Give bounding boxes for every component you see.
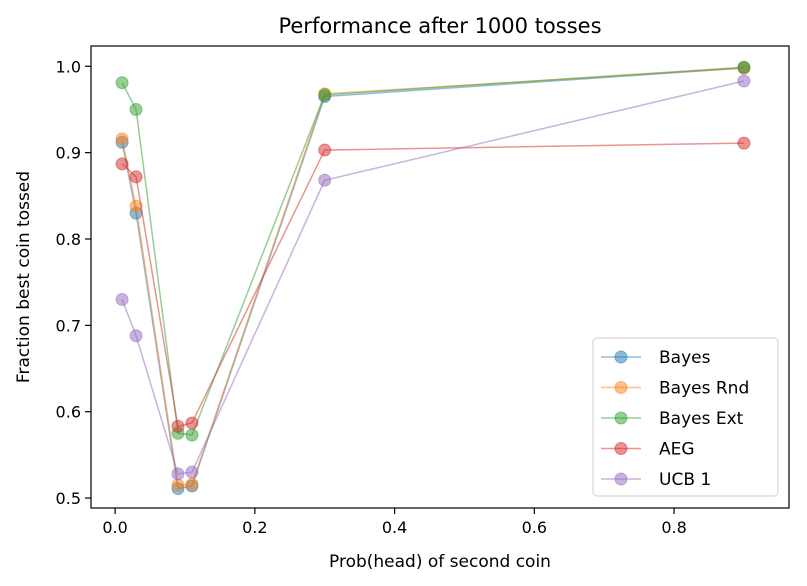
data-point-aeg xyxy=(185,416,199,430)
data-point-bayes-rnd xyxy=(171,478,185,492)
data-point-bayes-rnd xyxy=(115,132,129,146)
legend-marker xyxy=(614,442,628,455)
data-point-aeg xyxy=(318,143,332,157)
data-point-aeg xyxy=(171,419,185,433)
data-point-bayes-ext xyxy=(129,102,143,116)
plot-area-frame xyxy=(90,45,790,509)
data-point-bayes-rnd xyxy=(185,477,199,491)
legend-box xyxy=(592,337,779,497)
plot-series xyxy=(115,60,751,496)
x-axis-label: Prob(head) of second coin xyxy=(329,552,551,572)
legend-marker xyxy=(614,350,628,364)
data-point-bayes-ext xyxy=(318,88,332,102)
legend-label: UCB 1 xyxy=(659,470,711,490)
data-point-bayes-ext xyxy=(185,428,199,442)
data-point-aeg xyxy=(115,157,129,171)
legend-label: Bayes xyxy=(659,348,711,368)
x-tick-label: 0.6 xyxy=(522,518,547,537)
legend-label: Bayes Rnd xyxy=(659,379,749,399)
legend-label: AEG xyxy=(659,440,695,460)
data-point-ucb-1 xyxy=(318,173,332,187)
x-tick-label: 0.4 xyxy=(382,518,407,537)
x-tick-label: 0.2 xyxy=(242,518,267,537)
data-point-aeg xyxy=(129,170,143,184)
data-point-ucb-1 xyxy=(129,329,143,343)
data-point-bayes-ext xyxy=(737,60,751,74)
legend-marker xyxy=(614,472,628,486)
y-tick-label: 0.8 xyxy=(56,230,81,249)
data-point-ucb-1 xyxy=(171,467,185,481)
legend-label: Bayes Ext xyxy=(659,409,744,429)
x-tick-label: 0.0 xyxy=(102,518,127,537)
y-tick-label: 1.0 xyxy=(56,57,81,76)
data-point-bayes-rnd xyxy=(129,199,143,213)
y-axis-label: Fraction best coin tossed xyxy=(14,171,34,383)
y-tick-label: 0.7 xyxy=(56,316,81,335)
data-point-aeg xyxy=(737,136,751,150)
data-point-ucb-1 xyxy=(185,465,199,479)
y-tick-label: 0.5 xyxy=(56,489,81,508)
y-tick-label: 0.6 xyxy=(56,403,81,422)
legend-marker xyxy=(614,381,628,394)
legend-marker xyxy=(614,411,628,425)
chart-title: Performance after 1000 tosses xyxy=(278,14,601,38)
axis-ticks: 0.0 0.2 0.4 0.6 0.8 0.5 0.6 0.7 0.8 0.9 1.0 xyxy=(56,57,687,537)
data-point-ucb-1 xyxy=(115,292,129,306)
x-tick-label: 0.8 xyxy=(661,518,686,537)
data-point-ucb-1 xyxy=(737,74,751,88)
legend: Bayes Bayes Rnd Bayes Ext AEG UCB 1 xyxy=(592,337,779,497)
y-tick-label: 0.9 xyxy=(56,144,81,163)
data-point-bayes-ext xyxy=(115,76,129,90)
